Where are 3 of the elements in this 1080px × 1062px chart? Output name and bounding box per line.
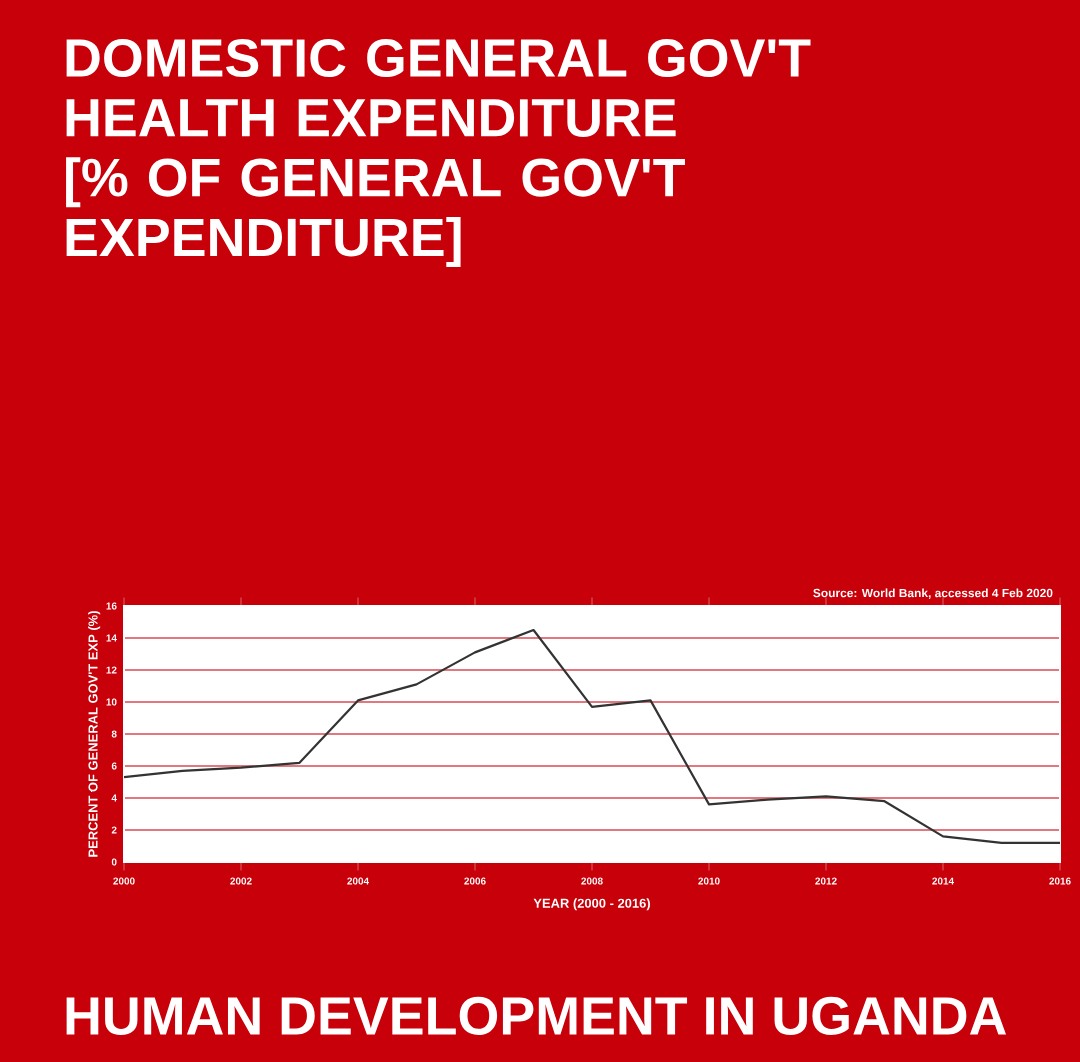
chart-title: DOMESTIC GENERAL GOV'T HEALTH EXPENDITURE [% OF GENERAL GOV'T EXPENDITURE] — [66, 39, 811, 268]
text: HUMAN DEVELOPMENT IN UGANDA — [66, 996, 1007, 1035]
line-series — [124, 628, 1061, 844]
